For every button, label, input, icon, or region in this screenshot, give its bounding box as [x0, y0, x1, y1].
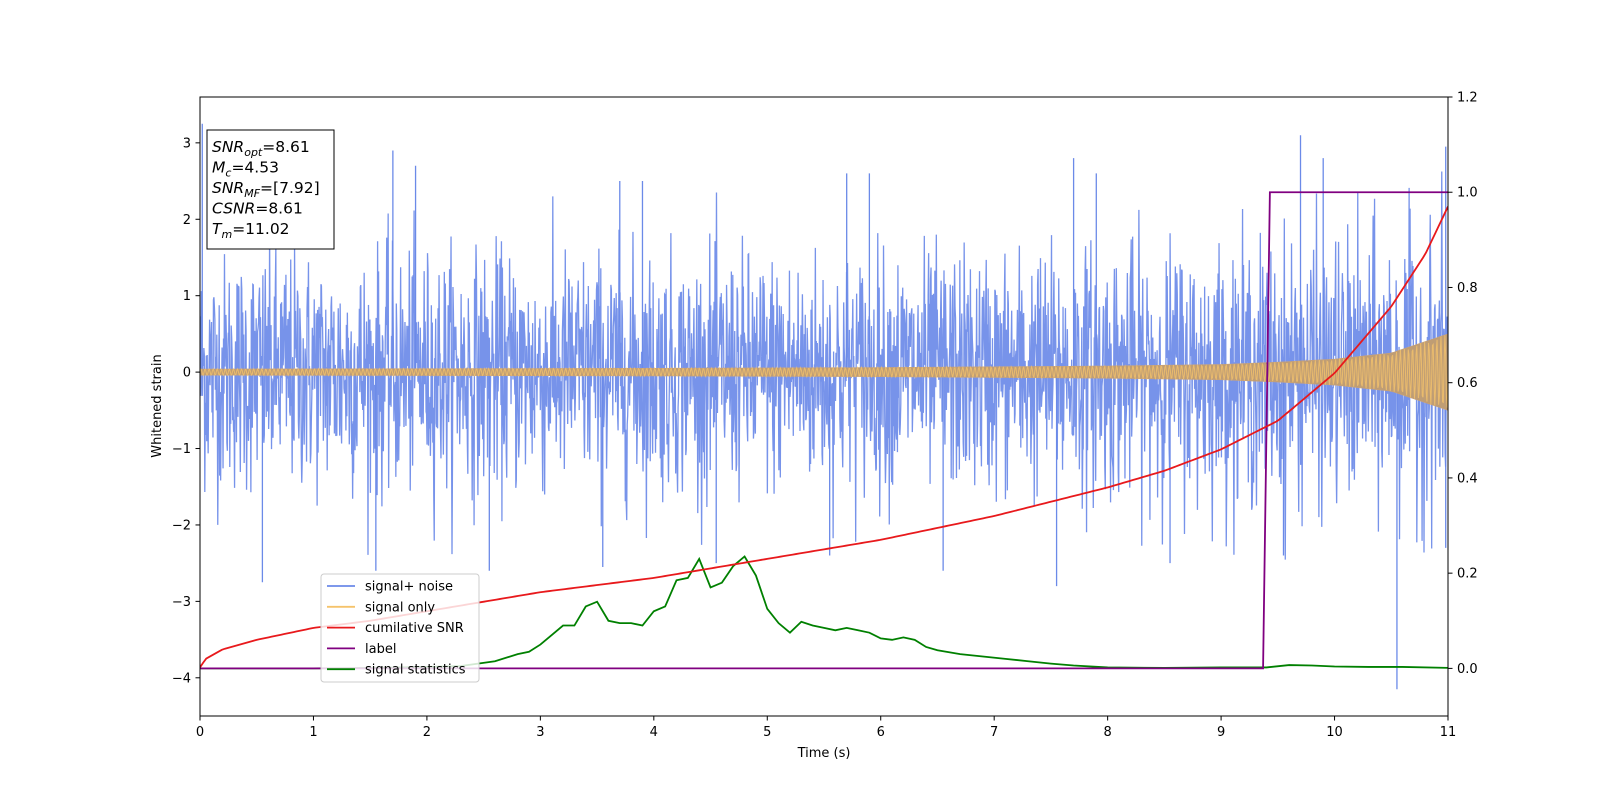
axes-layer: 0 1 2 3 4 5 6 7 8 9 10 113210−1−2−3−41.21.00.80.60.…	[172, 91, 1478, 741]
y2-tick-label: 0.0	[1457, 662, 1478, 677]
annotation-symbol: M	[212, 159, 225, 177]
y-axis-label: Whitened strain	[150, 354, 165, 457]
plot-frame	[199, 96, 1449, 717]
x-axis-label: Time (s)	[797, 746, 851, 761]
annotation-line: CSNR=8.61	[212, 200, 303, 218]
x-tick-label: 10	[1326, 725, 1343, 740]
y-tick-label: 3	[183, 136, 191, 151]
y2-tick-label: 0.4	[1457, 471, 1478, 486]
x-tick-label: 9	[1217, 725, 1225, 740]
annotation-symbol: CSNR	[212, 200, 255, 218]
annotation-subscript: m	[221, 228, 232, 241]
series-signal-only-wave	[200, 335, 1448, 408]
y2-tick-label: 0.6	[1457, 376, 1478, 391]
x-tick-label: 7	[990, 725, 998, 740]
annotation-line: SNRopt=8.61	[212, 138, 310, 159]
x-tick-label: 3	[536, 725, 544, 740]
legend-label: signal only	[365, 600, 435, 615]
y-tick-label: −1	[172, 442, 191, 457]
y2-tick-label: 1.0	[1457, 186, 1478, 201]
y2-tick-label: 0.2	[1457, 567, 1478, 582]
annotation-symbol: T	[212, 220, 223, 238]
annotation-symbol: SNR	[212, 138, 244, 156]
annotation-line: SNRMF=[7.92]	[212, 179, 320, 200]
series-signal-statistics	[200, 555, 1448, 670]
annotation-frame	[206, 129, 335, 250]
annotation-subscript: MF	[244, 187, 260, 200]
legend-frame	[320, 573, 480, 683]
x-tick-label: 1	[309, 725, 317, 740]
annotation-symbol: SNR	[212, 179, 244, 197]
annotation-subscript: opt	[244, 146, 263, 159]
x-tick-label: 0	[196, 725, 204, 740]
x-tick-label: 2	[423, 725, 431, 740]
y-tick-label: −4	[172, 671, 191, 686]
legend-label: cumilative SNR	[365, 621, 464, 636]
x-tick-label: 5	[763, 725, 771, 740]
annotation-value: =4.53	[231, 159, 279, 177]
plot-layer	[200, 123, 1448, 690]
legend-label: signal statistics	[365, 663, 466, 678]
y-tick-label: 2	[183, 213, 191, 228]
annotation-subscript: c	[225, 167, 231, 180]
y-tick-label: −3	[172, 595, 191, 610]
annotation-value: =11.02	[232, 220, 289, 238]
x-tick-label: 11	[1440, 725, 1457, 740]
annotation-value: =8.61	[262, 138, 310, 156]
y2-tick-label: 0.8	[1457, 281, 1478, 296]
legend: signal+ noise signal only cumilative SNR la…	[320, 573, 480, 683]
annotation-value: =8.61	[255, 200, 303, 218]
x-tick-label: 8	[1103, 725, 1111, 740]
annotation-value: =[7.92]	[260, 179, 320, 197]
legend-label: signal+ noise	[365, 580, 453, 595]
y-tick-label: 0	[183, 366, 191, 381]
y2-tick-label: 1.2	[1457, 91, 1478, 106]
series-label	[200, 191, 1448, 670]
series-signal-noise	[200, 171, 1448, 560]
annotation-line: Tm=11.02	[212, 220, 290, 241]
y-tick-label: 1	[183, 289, 191, 304]
annotation-box: SNRopt=8.61Mc=4.53SNRMF=[7.92]CSNR=8.61T…	[206, 129, 335, 250]
annotation-line: Mc=4.53	[212, 159, 279, 180]
x-tick-label: 4	[650, 725, 658, 740]
legend-label: label	[365, 642, 396, 657]
x-tick-label: 6	[877, 725, 885, 740]
y-tick-label: −2	[172, 518, 191, 533]
